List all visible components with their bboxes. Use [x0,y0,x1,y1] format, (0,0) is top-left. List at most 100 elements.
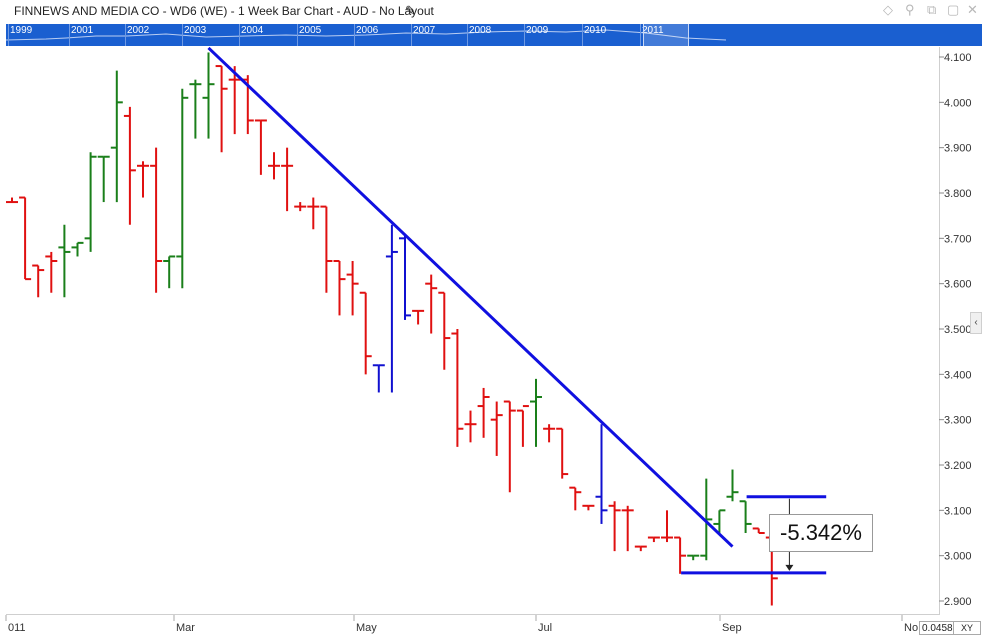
ohlc-bar [58,224,71,298]
navigator-year-tick [239,24,240,46]
navigator-year-tick [524,24,525,46]
ohlc-bar [425,274,438,334]
ohlc-bar [621,505,634,552]
time-axis-label: 011 [8,622,26,634]
price-axis-label: 2.900 [944,596,972,608]
navigator-year-tick [297,24,298,46]
restore-icon[interactable]: ⧉ [927,2,937,17]
ohlc-bar [385,224,398,393]
navigator-year-label: 2007 [413,25,436,36]
navigator-year-label: 2011 [642,25,664,36]
ohlc-bar [372,364,385,393]
ohlc-bar [713,509,726,533]
ohlc-bar [359,291,372,375]
price-axis-label: 3.200 [944,460,972,472]
ohlc-bar [268,152,280,180]
ohlc-bar [556,427,569,479]
maximize-icon[interactable]: ▢ [947,2,960,17]
xy-toggle-button[interactable]: XY [953,621,981,635]
navigator-year-tick [467,24,468,46]
price-axis-label: 4.100 [944,52,972,64]
time-axis-label: Mar [176,622,195,634]
ohlc-bar [464,410,477,443]
ohlc-bar [110,70,123,203]
ohlc-bar [451,329,464,447]
navigator-year-label: 2002 [127,25,150,36]
pencil-icon[interactable]: ✎ [405,3,416,18]
ohlc-bar [19,196,32,281]
navigator-year-label: 2005 [299,25,322,36]
ohlc-bar [490,401,503,456]
navigator-year-tick [69,24,70,46]
navigator-year-tick [8,24,9,46]
ohlc-bar [176,88,189,289]
ohlc-bar [412,309,425,325]
ohlc-bar [84,152,97,252]
ohlc-bar [97,155,110,203]
close-icon[interactable]: ✕ [967,2,978,17]
ohlc-bar [726,469,739,502]
navigator-price-line [6,29,727,41]
ohlc-bar [123,106,136,225]
ohlc-bar [137,161,149,198]
ohlc-bar [687,554,700,561]
ohlc-bar [307,197,320,230]
ohlc-bar [163,255,176,289]
ohlc-bar [320,205,333,293]
navigator-year-label: 2008 [469,25,492,36]
ohlc-bar [608,501,621,552]
ohlc-bar [752,527,765,534]
navigator-year-label: 2009 [526,25,549,36]
trendline [207,46,734,548]
price-axis-label: 3.000 [944,551,972,563]
price-axis-label: 3.900 [944,143,972,155]
ohlc-bar [71,241,84,257]
ohlc-bar [346,261,359,316]
expand-panel-handle[interactable]: ‹ [970,312,982,334]
ohlc-bar [739,500,752,533]
navigator-year-label: 2010 [584,25,607,36]
ohlc-bar [333,260,346,316]
ohlc-bar [254,119,267,175]
navigator-year-tick [582,24,583,46]
ohlc-bar [150,147,163,293]
time-axis: 011 Mar May Jul Sep No [5,615,918,634]
price-axis-label: 4.000 [944,97,972,109]
ohlc-bar [582,504,595,511]
time-axis-label: Sep [722,622,742,634]
drawing-tools[interactable] [207,46,827,575]
window-title: FINNEWS AND MEDIA CO - WD6 (WE) - 1 Week… [14,4,434,18]
ohlc-bar [45,251,58,293]
ohlc-bar [700,478,713,561]
price-axis-label: 3.600 [944,279,972,291]
ohlc-bar [477,387,490,438]
ohlc-bar [543,424,556,443]
navigator-year-tick [354,24,355,46]
ohlc-bar [294,202,307,212]
time-axis-label: Jul [538,622,552,634]
price-axis-label: 3.300 [944,415,972,427]
price-axis-label: 3.500 [944,324,972,336]
ohlc-bar [516,405,529,447]
ohlc-bar [189,79,202,139]
time-axis-label: May [356,622,377,634]
measure-percent-label: -5.342% [769,514,873,552]
diamond-icon[interactable]: ◇ [883,2,893,17]
price-axis-label: 3.800 [944,188,972,200]
time-axis-label: No [904,622,918,634]
price-axis-label: 3.400 [944,369,972,381]
navigator-year-label: 2001 [71,25,94,36]
plot-area[interactable] [6,47,940,615]
window-titlebar: FINNEWS AND MEDIA CO - WD6 (WE) - 1 Week… [0,0,988,24]
ohlc-bar [503,400,516,493]
navigator-selection-window[interactable] [643,24,689,46]
ohlc-bar [661,510,673,543]
ohlc-bar [215,65,228,153]
navigator-year-tick [411,24,412,46]
navigator-year-tick [640,24,641,46]
pin-icon[interactable]: ⚲ [905,2,915,17]
ohlc-bar [6,197,18,204]
ohlc-bar [202,52,215,139]
time-navigator[interactable]: 1999 2001 2002 2003 2004 2005 2006 2007 2008 2009… [6,24,982,46]
ohlc-bar [595,424,608,524]
